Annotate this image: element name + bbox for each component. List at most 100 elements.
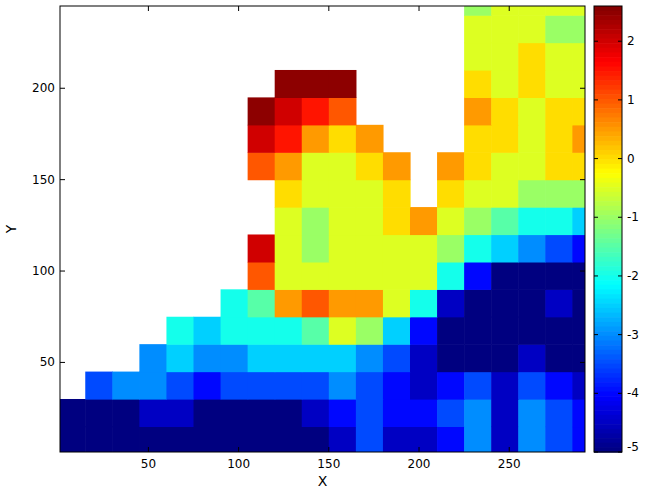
heatmap-cell xyxy=(545,372,573,400)
heatmap-cell xyxy=(275,207,303,235)
heatmap-cell xyxy=(518,399,546,427)
heatmap-cell xyxy=(518,317,546,345)
x-tick xyxy=(419,6,420,11)
colorbar-swatch xyxy=(594,127,622,132)
heatmap-cell xyxy=(464,15,492,43)
heatmap-cell xyxy=(491,372,519,400)
heatmap-cell xyxy=(221,399,249,427)
heatmap-cell xyxy=(302,97,330,125)
heatmap-cell xyxy=(302,125,330,153)
colorbar-swatch xyxy=(594,118,622,123)
heatmap-cell xyxy=(302,426,330,452)
y-tick-label: 100 xyxy=(32,264,55,278)
heatmap-cell xyxy=(383,207,411,235)
heatmap-cell xyxy=(356,180,384,208)
heatmap-cell xyxy=(302,317,330,345)
heatmap-cell xyxy=(166,372,194,400)
x-tick xyxy=(238,6,239,11)
colorbar-swatch xyxy=(594,303,622,308)
heatmap-cell xyxy=(194,317,222,345)
heatmap-cell xyxy=(572,97,585,125)
heatmap-cell xyxy=(410,207,438,235)
colorbar-swatch xyxy=(594,155,622,160)
heatmap-cell xyxy=(572,344,585,372)
colorbar-swatch xyxy=(594,424,622,429)
heatmap-cell xyxy=(248,152,276,180)
colorbar-swatch xyxy=(594,136,622,141)
heatmap-cell xyxy=(572,399,585,427)
heatmap-cell xyxy=(329,426,357,452)
colorbar-swatch xyxy=(594,262,622,267)
heatmap-cell xyxy=(545,152,573,180)
heatmap-cell xyxy=(383,344,411,372)
colorbar-swatch xyxy=(594,438,622,443)
heatmap-cell xyxy=(518,180,546,208)
heatmap-cell xyxy=(275,152,303,180)
heatmap-cell xyxy=(329,125,357,153)
x-tick-label: 150 xyxy=(317,457,340,471)
heatmap-cell xyxy=(356,207,384,235)
heatmap-cell xyxy=(383,372,411,400)
colorbar-swatch xyxy=(594,238,622,243)
colorbar-swatch xyxy=(594,252,622,257)
heatmap-cell xyxy=(248,125,276,153)
heatmap-cell xyxy=(194,344,222,372)
colorbar-swatch xyxy=(594,243,622,248)
heatmap-cell xyxy=(383,152,411,180)
plot-background xyxy=(60,6,585,452)
colorbar-swatch xyxy=(594,299,622,304)
heatmap-cell xyxy=(464,180,492,208)
heatmap-cell xyxy=(437,426,465,452)
heatmap-cell xyxy=(221,344,249,372)
heatmap-cell xyxy=(329,289,357,317)
heatmap-cell xyxy=(356,317,384,345)
heatmap-cell xyxy=(572,125,585,153)
heatmap-cell xyxy=(85,426,113,452)
heatmap-cell xyxy=(302,399,330,427)
heatmap-cell xyxy=(572,152,585,180)
heatmap-cell xyxy=(545,180,573,208)
heatmap-cell xyxy=(112,399,140,427)
colorbar-swatch xyxy=(594,271,622,276)
heatmap-cell xyxy=(464,426,492,452)
colorbar-tick xyxy=(594,452,598,453)
colorbar-swatch xyxy=(594,192,622,197)
colorbar-swatch xyxy=(594,80,622,85)
heatmap-cell xyxy=(437,317,465,345)
heatmap-cell xyxy=(545,6,573,16)
colorbar-swatch xyxy=(594,396,622,401)
y-tick-label: 200 xyxy=(32,81,55,95)
colorbar-tick-label: -4 xyxy=(627,386,639,400)
heatmap-cell xyxy=(356,152,384,180)
heatmap-cell xyxy=(464,372,492,400)
colorbar-swatch xyxy=(594,406,622,411)
heatmap-cell xyxy=(221,372,249,400)
colorbar-swatch xyxy=(594,90,622,95)
heatmap-cell xyxy=(437,262,465,290)
colorbar-swatch xyxy=(594,39,622,44)
heatmap-cell xyxy=(329,207,357,235)
heatmap-cell xyxy=(518,125,546,153)
colorbar-swatch xyxy=(594,173,622,178)
colorbar-swatch xyxy=(594,43,622,48)
heatmap-cell xyxy=(572,207,585,235)
x-tick xyxy=(328,447,329,452)
colorbar-swatch xyxy=(594,29,622,34)
heatmap-cell xyxy=(302,372,330,400)
heatmap-cell xyxy=(464,6,492,16)
heatmap-cell xyxy=(329,399,357,427)
heatmap-cell xyxy=(545,262,573,290)
heatmap-cell xyxy=(491,70,519,98)
colorbar-tick xyxy=(618,452,622,453)
colorbar-swatch xyxy=(594,11,622,16)
heatmap-cell xyxy=(545,15,573,43)
heatmap-cell xyxy=(410,344,438,372)
colorbar-tick-label: 1 xyxy=(627,93,635,107)
plot-frame xyxy=(60,6,585,452)
heatmap-cell xyxy=(572,70,585,98)
heatmap-cell xyxy=(275,372,303,400)
heatmap-cell xyxy=(545,399,573,427)
colorbar-swatch xyxy=(594,443,622,448)
colorbar-tick xyxy=(618,217,622,218)
x-tick-label: 200 xyxy=(408,457,431,471)
